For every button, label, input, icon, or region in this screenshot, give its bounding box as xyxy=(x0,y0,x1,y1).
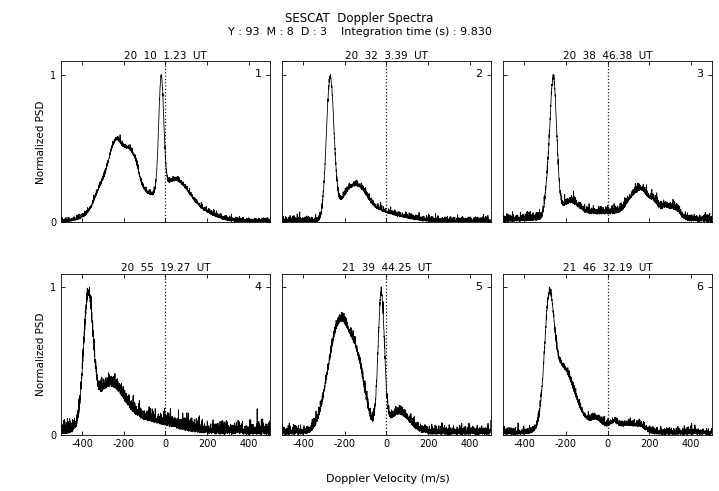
Title: 20  32  3.39  UT: 20 32 3.39 UT xyxy=(345,51,428,60)
Text: 5: 5 xyxy=(475,282,482,292)
Text: 1: 1 xyxy=(255,69,261,80)
Text: 3: 3 xyxy=(697,69,703,80)
Title: 20  10  1.23  UT: 20 10 1.23 UT xyxy=(124,51,207,60)
Text: Doppler Velocity (m/s): Doppler Velocity (m/s) xyxy=(326,474,450,484)
Title: 21  39  44.25  UT: 21 39 44.25 UT xyxy=(342,263,431,273)
Text: SESCAT  Doppler Spectra: SESCAT Doppler Spectra xyxy=(285,12,434,25)
Text: 4: 4 xyxy=(255,282,261,292)
Text: 6: 6 xyxy=(697,282,703,292)
Y-axis label: Normalized PSD: Normalized PSD xyxy=(36,312,46,396)
Title: 21  46  32.19  UT: 21 46 32.19 UT xyxy=(563,263,652,273)
Y-axis label: Normalized PSD: Normalized PSD xyxy=(36,100,46,184)
Text: Y : 93  M : 8  D : 3    Integration time (s) : 9.830: Y : 93 M : 8 D : 3 Integration time (s) … xyxy=(227,27,492,37)
Title: 20  38  46.38  UT: 20 38 46.38 UT xyxy=(563,51,652,60)
Title: 20  55  19.27  UT: 20 55 19.27 UT xyxy=(121,263,210,273)
Text: 2: 2 xyxy=(475,69,482,80)
